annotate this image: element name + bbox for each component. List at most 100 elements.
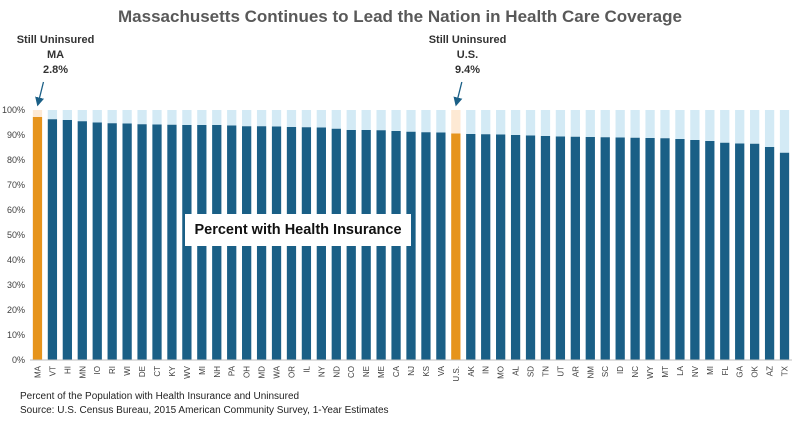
y-tick-label: 40%	[7, 255, 25, 265]
x-tick-label: MA	[33, 365, 42, 378]
footnote-description: Percent of the Population with Health In…	[20, 391, 300, 402]
bar-uninsured	[496, 110, 506, 135]
x-tick-label: NH	[213, 366, 222, 378]
x-tick-label: ND	[332, 366, 341, 378]
x-tick-label: NC	[631, 366, 640, 378]
bar-insured	[466, 134, 476, 360]
bar-uninsured	[690, 110, 700, 140]
y-tick-label: 60%	[7, 205, 25, 215]
bar-insured	[705, 141, 715, 360]
bar-uninsured	[764, 110, 775, 147]
bar-insured	[77, 121, 87, 360]
y-tick-label: 10%	[7, 330, 25, 340]
x-tick-label: LA	[676, 365, 685, 375]
bar-uninsured	[77, 110, 87, 122]
bar-uninsured	[212, 110, 222, 125]
x-tick-label: KY	[168, 365, 177, 376]
bar-uninsured	[466, 110, 476, 134]
bar-insured	[660, 138, 670, 360]
callout-ma-value: 2.8%	[42, 64, 69, 76]
footnote-source: Source: U.S. Census Bureau, 2015 America…	[20, 405, 389, 416]
bar-uninsured	[92, 110, 102, 123]
x-tick-label: MN	[78, 366, 87, 379]
x-tick-label: CA	[392, 365, 401, 377]
bar-insured	[600, 137, 610, 360]
bar-insured	[92, 122, 102, 360]
x-tick-label: AL	[512, 365, 521, 375]
bar-uninsured	[525, 110, 536, 136]
x-tick-label: AK	[467, 365, 476, 376]
bar-insured	[525, 135, 536, 360]
chart-title: Massachusetts Continues to Lead the Nati…	[118, 7, 682, 26]
bar-uninsured	[645, 110, 655, 138]
y-tick-label: 90%	[7, 130, 25, 140]
y-tick-label: 0%	[12, 355, 25, 365]
bar-insured	[645, 138, 655, 360]
x-tick-label: ID	[616, 366, 625, 374]
x-tick-label: FL	[721, 365, 730, 375]
bar-uninsured	[137, 110, 147, 125]
callout-ma: Still Uninsured MA 2.8%	[8, 33, 103, 78]
bar-insured	[690, 140, 700, 360]
callout-ma-arrow	[35, 81, 45, 107]
x-tick-label: IN	[482, 366, 491, 374]
x-tick-label: NJ	[407, 366, 416, 376]
bar-insured	[496, 134, 506, 360]
bar-uninsured	[361, 110, 371, 130]
bar-uninsured	[47, 110, 58, 120]
bar-insured	[779, 152, 790, 360]
bar-insured	[630, 137, 640, 360]
x-tick-label: WV	[183, 365, 192, 379]
x-tick-label: MO	[497, 366, 506, 379]
bar-uninsured	[555, 110, 566, 137]
x-tick-label: GA	[736, 365, 745, 377]
bar-insured	[436, 132, 446, 360]
bar-uninsured	[585, 110, 595, 137]
x-tick-label: WY	[646, 365, 655, 379]
x-tick-label: HI	[63, 366, 72, 374]
y-tick-label: 80%	[7, 155, 25, 165]
bar-uninsured	[436, 110, 446, 133]
bar-uninsured	[660, 110, 670, 139]
x-tick-label: SD	[527, 366, 536, 377]
bar-uninsured	[376, 110, 386, 131]
bar-uninsured	[152, 110, 162, 125]
x-tick-label: WI	[123, 366, 132, 376]
bar-insured	[510, 135, 521, 360]
bar-insured	[615, 137, 625, 360]
bar-uninsured	[271, 110, 282, 127]
bar-insured	[451, 133, 461, 360]
x-tick-label: WA	[273, 365, 282, 378]
bars	[32, 110, 790, 360]
bar-uninsured	[107, 110, 117, 124]
x-tick-label: U.S.	[452, 366, 461, 382]
bar-insured	[47, 119, 58, 360]
bar-insured	[675, 139, 685, 360]
bar-uninsured	[570, 110, 580, 137]
bar-insured	[167, 124, 177, 360]
bar-uninsured	[301, 110, 312, 128]
bar-uninsured	[779, 110, 790, 153]
callout-us-value: 9.4%	[454, 64, 481, 76]
callout-us: Still Uninsured U.S. 9.4%	[420, 33, 515, 78]
x-tick-label: MD	[258, 366, 267, 379]
x-tick-label: MI	[706, 366, 715, 375]
bar-uninsured	[406, 110, 416, 132]
x-tick-label: IO	[93, 366, 102, 374]
bar-uninsured	[242, 110, 252, 127]
bar-uninsured	[32, 110, 43, 117]
bar-uninsured	[481, 110, 491, 135]
series-label: Percent with Health Insurance	[185, 214, 411, 246]
bar-uninsured	[600, 110, 610, 138]
x-tick-label: IL	[302, 365, 311, 372]
x-tick-label: PA	[228, 365, 237, 376]
x-tick-label: CO	[347, 366, 356, 378]
x-tick-label: OR	[287, 366, 296, 378]
bar-insured	[555, 136, 566, 360]
bar-uninsured	[451, 110, 461, 134]
x-tick-label: NE	[362, 366, 371, 377]
bar-insured	[585, 137, 595, 360]
bar-uninsured	[615, 110, 625, 138]
bar-uninsured	[630, 110, 640, 138]
